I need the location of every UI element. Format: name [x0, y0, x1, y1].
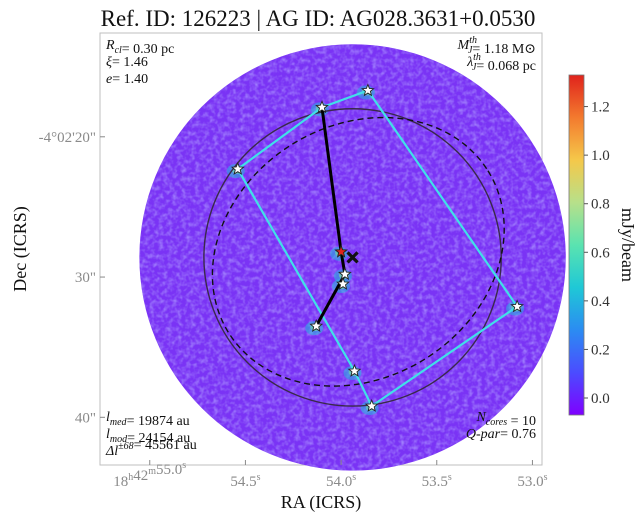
core-marker-9	[347, 363, 362, 377]
colorbar-tick-label-3: 0.6	[591, 245, 610, 261]
core-markers	[230, 83, 524, 412]
core-marker-6	[336, 276, 350, 290]
x-tick-label-2: 54.0s	[326, 472, 356, 490]
x-tick-label-0: 18h42m55.0s	[113, 460, 186, 490]
annotation-texts: Rcl= 0.30 pcξ= 1.46 e= 1.40 Mth J= 1.18 M⊙λ…	[105, 35, 536, 459]
core-marker-2	[361, 83, 375, 97]
colorbar-label: mJy/beam	[618, 208, 636, 282]
core-marker-8	[510, 299, 524, 313]
colorbar-tick-label-2: 0.4	[591, 294, 610, 310]
core-marker-3	[230, 161, 245, 175]
colorbar-tick-label-5: 1.0	[591, 148, 610, 164]
x-axis-ticks: 18h42m55.0s 54.5s 54.0s 53.5s 53.0s	[113, 460, 548, 490]
y-tick-label-2: 40"	[75, 410, 96, 426]
colorbar-tick-label-4: 0.8	[591, 197, 610, 213]
core-marker-1	[315, 100, 329, 114]
colorbar-tick-label-6: 1.2	[591, 100, 610, 116]
annotation-top-right-1: λth J= 0.068 pc	[466, 52, 536, 74]
core-marker-4	[334, 244, 348, 258]
cluster-circle	[203, 108, 502, 407]
x-axis-label: RA (ICRS)	[281, 492, 362, 513]
core-marker-5	[338, 266, 352, 281]
annotation-bottom-left-2: Δl±68= 45561 au	[105, 438, 197, 459]
annotation-bottom-right-1: Q-par= 0.76	[466, 427, 536, 442]
mst-edge	[320, 107, 343, 253]
colorbar: 0.0 0.2 0.4 0.6 0.8 1.0 1.2 mJy/beam	[568, 74, 636, 416]
colorbar-tick-label-0: 0.0	[591, 391, 610, 407]
chart-title: Ref. ID: 126223 | AG ID: AG028.3631+0.05…	[101, 6, 536, 31]
y-axis-label: Dec (ICRS)	[10, 206, 31, 291]
cluster-ellipse	[211, 116, 505, 387]
annotation-top-right-0: Mth J= 1.18 M⊙	[457, 35, 536, 57]
annotation-bottom-left-1: lmod= 24154 au	[106, 427, 190, 446]
y-tick-label-0: -4°02'20"	[39, 130, 96, 146]
annotation-top-left-0: Rcl= 0.30 pc	[105, 38, 174, 57]
annotation-bottom-left-0: lmed= 19874 au	[106, 410, 190, 429]
colorbar-gradient	[568, 74, 585, 416]
y-axis-ticks: -4°02'20" 30" 40"	[39, 130, 105, 426]
x-tick-label-4: 53.0s	[517, 472, 547, 490]
x-tick-label-1: 54.5s	[230, 472, 260, 490]
annotation-bottom-right-0: Ncores = 10	[475, 410, 536, 429]
annotation-top-left-1: ξ= 1.46	[106, 55, 148, 70]
x-tick-label-3: 53.5s	[422, 472, 452, 490]
cluster-center-cross	[346, 251, 359, 264]
core-marker-10	[364, 398, 379, 412]
annotation-top-left-2: e= 1.40	[106, 72, 148, 87]
y-tick-label-1: 30"	[75, 270, 96, 286]
colorbar-tick-label-1: 0.2	[591, 342, 610, 358]
colorbar-ticks: 0.0 0.2 0.4 0.6 0.8 1.0 1.2	[584, 100, 610, 407]
core-marker-7	[309, 318, 324, 333]
